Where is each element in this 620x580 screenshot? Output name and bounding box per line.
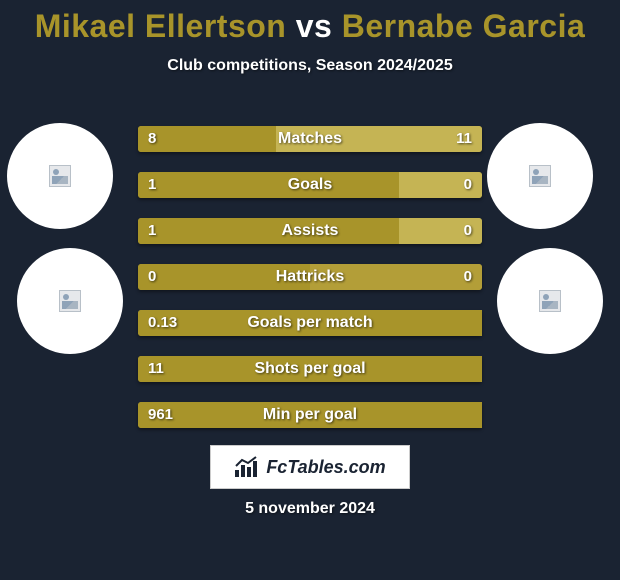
stat-row: 811Matches [138, 126, 482, 152]
player2-photo-avatar [497, 248, 603, 354]
player2-club-avatar [487, 123, 593, 229]
brand-chart-icon [234, 456, 260, 478]
image-placeholder-icon [59, 290, 81, 312]
comparison-title: Mikael Ellertson vs Bernabe Garcia [0, 0, 620, 45]
stat-label: Hattricks [138, 264, 482, 290]
stat-label: Goals per match [138, 310, 482, 336]
stat-label: Matches [138, 126, 482, 152]
subtitle: Club competitions, Season 2024/2025 [0, 57, 620, 75]
image-placeholder-icon [529, 165, 551, 187]
stat-row: 961Min per goal [138, 402, 482, 428]
stat-label: Assists [138, 218, 482, 244]
stat-row: 10Goals [138, 172, 482, 198]
stat-label: Shots per goal [138, 356, 482, 382]
stat-row: 00Hattricks [138, 264, 482, 290]
player1-name: Mikael Ellertson [35, 8, 287, 44]
footer-date: 5 november 2024 [0, 500, 620, 518]
stat-label: Goals [138, 172, 482, 198]
player1-photo-avatar [17, 248, 123, 354]
stat-row: 11Shots per goal [138, 356, 482, 382]
stat-row: 10Assists [138, 218, 482, 244]
vs-text: vs [296, 8, 333, 44]
player2-name: Bernabe Garcia [342, 8, 586, 44]
stat-row: 0.13Goals per match [138, 310, 482, 336]
stats-bars: 811Matches 10Goals 10Assists 00Hattricks 0.1… [138, 126, 482, 448]
stat-label: Min per goal [138, 402, 482, 428]
image-placeholder-icon [49, 165, 71, 187]
brand-text: FcTables.com [266, 457, 385, 478]
image-placeholder-icon [539, 290, 561, 312]
player1-club-avatar [7, 123, 113, 229]
brand-box: FcTables.com [210, 445, 410, 489]
